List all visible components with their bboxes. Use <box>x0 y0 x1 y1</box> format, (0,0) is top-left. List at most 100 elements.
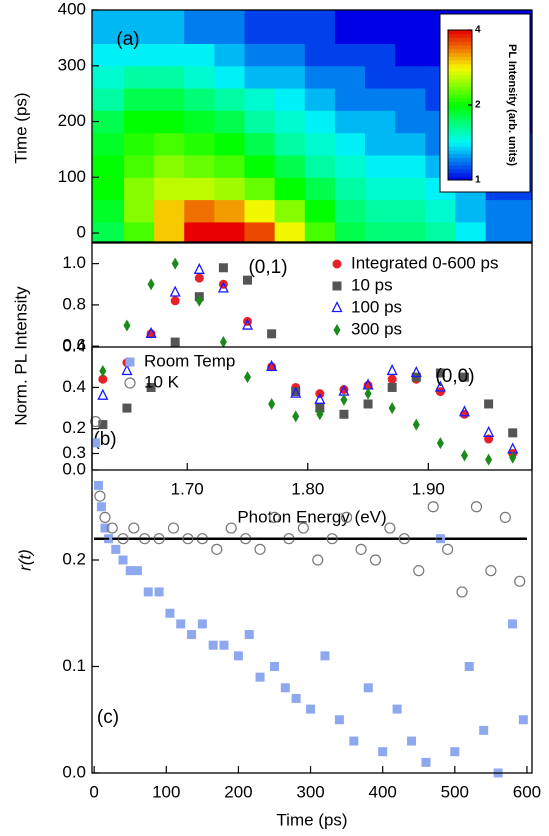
marker <box>219 336 227 349</box>
marker <box>387 382 397 392</box>
marker <box>410 366 422 378</box>
heatmap-cell <box>184 221 215 242</box>
legend-label: Room Temp <box>144 351 235 370</box>
colorbar-segment <box>448 138 472 143</box>
marker <box>217 281 229 293</box>
heatmap-cell <box>304 110 336 134</box>
colorbar-segment <box>448 82 472 87</box>
heatmap-cell <box>123 110 155 134</box>
colorbar-segment <box>448 123 472 128</box>
marker <box>146 382 156 392</box>
heatmap-cell <box>334 110 366 134</box>
heatmap-cell <box>214 221 245 242</box>
marker <box>121 363 133 376</box>
marker <box>194 273 204 283</box>
marker <box>125 566 135 576</box>
colorbar-tick-label: 2 <box>475 100 481 111</box>
heatmap-cell <box>154 10 185 44</box>
y-tick-label: 0.2 <box>62 549 86 568</box>
marker <box>244 371 252 384</box>
marker <box>208 640 218 650</box>
marker <box>170 337 180 347</box>
colorbar-segment <box>448 30 472 35</box>
heatmap-cell <box>214 177 245 201</box>
y-tick-label: 0.2 <box>62 418 86 437</box>
x-tick-label: 100 <box>152 782 180 801</box>
heatmap-cell <box>123 88 155 111</box>
marker <box>167 522 180 534</box>
y-tick-label: 0.3 <box>62 443 86 462</box>
heatmap-cell <box>304 132 336 156</box>
heatmap-cell <box>92 110 125 134</box>
heatmap-cell <box>365 110 396 134</box>
heatmap-cell <box>304 88 336 111</box>
colorbar-segment <box>448 146 472 151</box>
marker <box>154 587 164 597</box>
y-tick-label: 0 <box>77 223 86 242</box>
colorbar-segment <box>448 131 472 136</box>
heatmap-cell <box>154 199 185 223</box>
heatmap-cell <box>154 110 185 134</box>
heatmap-cell <box>274 65 306 89</box>
marker <box>483 425 495 438</box>
heatmap-cell <box>244 177 276 201</box>
x-tick-label: 200 <box>224 782 252 801</box>
colorbar-segment <box>448 97 472 102</box>
marker <box>435 368 445 378</box>
plot-frame <box>91 9 533 243</box>
marker <box>407 736 417 746</box>
marker <box>450 747 460 757</box>
colorbar-segment <box>448 71 472 76</box>
marker <box>314 392 326 404</box>
colorbar-segment <box>448 105 472 110</box>
heatmap-cell <box>244 65 276 89</box>
marker <box>363 399 373 409</box>
marker <box>436 437 444 450</box>
heatmap-cell <box>395 177 426 201</box>
heatmap-cell <box>123 155 155 178</box>
annotation: (0,0) <box>435 366 474 387</box>
marker <box>297 522 309 534</box>
heatmap-cell <box>184 65 215 89</box>
heatmap-cell <box>214 65 245 89</box>
marker <box>508 428 518 438</box>
marker <box>386 363 398 376</box>
heatmap-cell <box>334 65 366 89</box>
x-tick-label: 600 <box>513 782 541 801</box>
marker <box>171 257 179 270</box>
marker <box>316 408 324 421</box>
heatmap-cell <box>365 177 396 201</box>
marker <box>182 533 194 545</box>
marker <box>456 586 468 598</box>
heatmap-cell <box>214 110 245 134</box>
heatmap-cell <box>304 65 336 89</box>
x-tick-label: 500 <box>441 782 469 801</box>
marker <box>412 418 420 431</box>
colorbar-segment <box>448 37 472 42</box>
heatmap-cell <box>304 221 336 242</box>
heatmap-cell <box>184 88 215 111</box>
marker <box>291 387 301 397</box>
heatmap-cell <box>214 132 245 156</box>
y-axis-label: Time (ps) <box>11 92 30 163</box>
colorbar-segment <box>448 93 472 98</box>
marker <box>96 502 106 512</box>
heatmap-cell <box>395 199 426 223</box>
marker <box>312 554 324 566</box>
heatmap-cell <box>154 155 185 178</box>
x-tick-label: 1.70 <box>171 479 204 498</box>
heatmap-cell <box>244 221 276 242</box>
heatmap-cell <box>214 88 245 111</box>
y-tick-label: 1.0 <box>62 253 86 272</box>
heatmap-cell <box>123 199 155 223</box>
marker <box>243 275 253 285</box>
marker <box>458 405 471 417</box>
y-tick-label: 0.0 <box>62 459 86 478</box>
marker <box>485 565 497 577</box>
heatmap-cell <box>365 221 396 242</box>
colorbar-segment <box>448 135 472 140</box>
heatmap-cell <box>485 221 532 242</box>
heatmap-cell <box>154 177 185 201</box>
marker <box>241 318 254 330</box>
heatmap-cell <box>304 177 336 201</box>
